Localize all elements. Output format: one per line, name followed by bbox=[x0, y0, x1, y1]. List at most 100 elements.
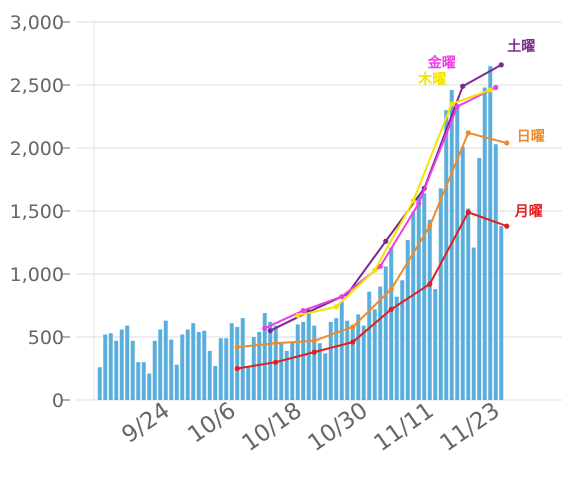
series-line bbox=[237, 131, 508, 349]
series-point bbox=[410, 198, 416, 204]
series-point bbox=[504, 223, 510, 229]
series-point bbox=[388, 286, 394, 292]
bar bbox=[301, 321, 306, 400]
series-label: 日曜 bbox=[517, 129, 545, 145]
series-point bbox=[339, 294, 345, 300]
bar bbox=[229, 323, 234, 400]
bar bbox=[422, 193, 427, 400]
bar bbox=[163, 320, 168, 400]
series-point bbox=[234, 344, 240, 350]
series-point bbox=[350, 324, 356, 330]
bar bbox=[482, 87, 487, 401]
bar bbox=[356, 314, 361, 400]
bar bbox=[207, 350, 212, 400]
series-point bbox=[487, 87, 493, 93]
bar bbox=[471, 247, 476, 400]
bar bbox=[488, 66, 493, 400]
bar bbox=[433, 289, 438, 400]
bar bbox=[202, 330, 207, 400]
series-point bbox=[416, 200, 422, 207]
series-point bbox=[350, 339, 356, 345]
series-line bbox=[297, 89, 491, 317]
series-point bbox=[377, 263, 383, 270]
bar bbox=[400, 280, 405, 400]
bar bbox=[180, 334, 185, 400]
grid-lines bbox=[76, 20, 562, 401]
series-point bbox=[454, 103, 460, 110]
bar bbox=[323, 353, 328, 400]
bar bbox=[196, 331, 201, 400]
bar bbox=[218, 338, 223, 400]
bar bbox=[152, 340, 157, 400]
weekday-series: 月曜 bbox=[234, 204, 543, 372]
weekday-series: 日曜 bbox=[234, 129, 545, 350]
bar bbox=[103, 334, 108, 400]
bar bbox=[158, 329, 163, 400]
bar bbox=[477, 158, 482, 400]
bar bbox=[235, 326, 240, 400]
bar bbox=[108, 333, 113, 400]
series-point bbox=[234, 365, 240, 372]
y-tick-label: 1,500 bbox=[10, 201, 64, 223]
series-point bbox=[388, 306, 394, 312]
weekday-series: 木曜 bbox=[295, 71, 493, 319]
series-point bbox=[449, 101, 455, 107]
series-point bbox=[427, 223, 433, 229]
y-tick-label: 2,500 bbox=[10, 75, 64, 97]
y-tick-label: 0 bbox=[52, 390, 64, 412]
bar bbox=[251, 337, 256, 400]
series-point bbox=[273, 340, 279, 346]
bar bbox=[125, 325, 130, 400]
bar bbox=[295, 324, 300, 400]
bar bbox=[499, 226, 504, 400]
series-point bbox=[267, 328, 273, 334]
series-point bbox=[311, 338, 317, 344]
x-tick-label: 10/30 bbox=[303, 398, 372, 457]
series-point bbox=[262, 325, 268, 331]
bar bbox=[328, 321, 333, 400]
bar bbox=[411, 212, 416, 400]
series-point bbox=[465, 209, 471, 215]
bar bbox=[394, 296, 399, 400]
series-point bbox=[333, 304, 339, 310]
series-label: 月曜 bbox=[514, 204, 543, 220]
bar bbox=[372, 309, 377, 400]
bar bbox=[141, 362, 146, 400]
series-line bbox=[237, 211, 508, 370]
bar-series bbox=[97, 66, 504, 401]
bar bbox=[438, 188, 443, 400]
series-label: 土曜 bbox=[507, 38, 535, 55]
bar bbox=[185, 329, 190, 400]
bar bbox=[317, 343, 322, 400]
series-point bbox=[498, 62, 504, 68]
bar bbox=[367, 291, 372, 400]
bar bbox=[174, 364, 179, 400]
bar bbox=[460, 146, 465, 400]
bar bbox=[378, 286, 383, 400]
bar bbox=[224, 338, 229, 400]
bar bbox=[345, 320, 350, 400]
series-point bbox=[504, 140, 510, 146]
bar bbox=[350, 326, 355, 400]
y-tick-label: 500 bbox=[28, 327, 64, 349]
bar bbox=[257, 331, 262, 400]
series-point bbox=[311, 349, 317, 355]
bar bbox=[455, 105, 460, 400]
series-point bbox=[460, 83, 466, 89]
bar bbox=[240, 318, 245, 400]
series-point bbox=[493, 84, 499, 91]
series-label: 木曜 bbox=[417, 71, 446, 88]
bar bbox=[389, 247, 394, 400]
bar bbox=[114, 340, 119, 400]
series-label: 金曜 bbox=[427, 55, 456, 72]
series-point bbox=[372, 267, 378, 273]
bar bbox=[427, 219, 432, 400]
series-point bbox=[465, 130, 471, 136]
y-tick-label: 3,000 bbox=[10, 12, 64, 34]
y-tick-label: 2,000 bbox=[10, 138, 64, 160]
bar bbox=[312, 325, 317, 400]
bar bbox=[334, 318, 339, 400]
bar bbox=[147, 373, 152, 400]
